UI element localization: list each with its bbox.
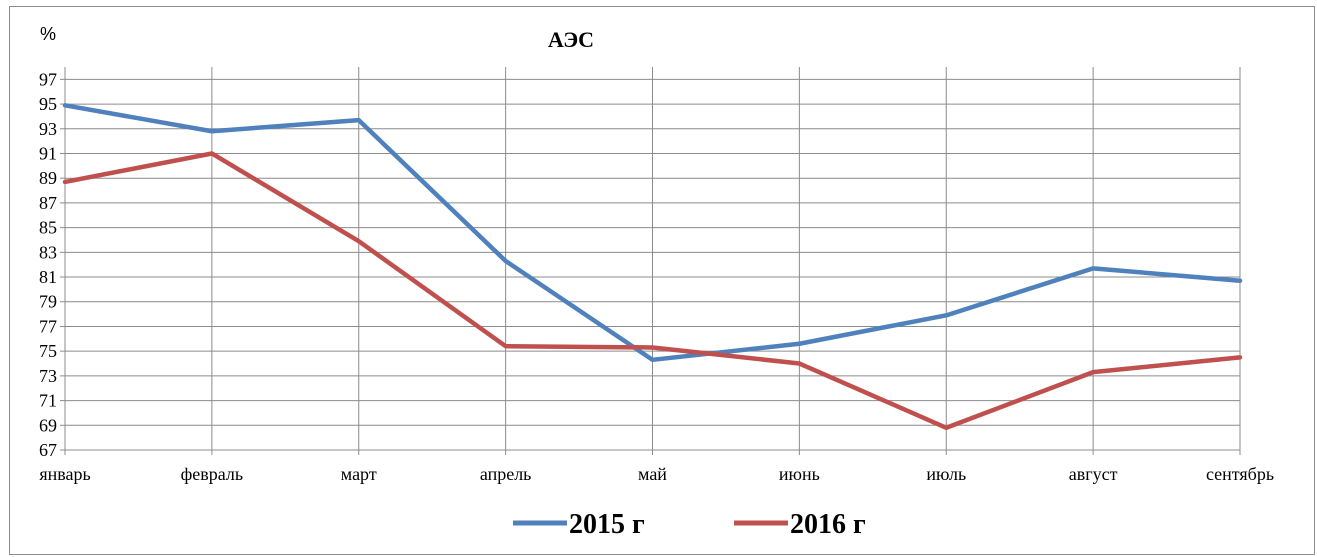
y-tick-label: 91 [39,143,57,163]
x-category-label: апрель [480,464,532,484]
series-line-2 [62,151,1243,431]
legend-label-1: 2015 г [569,509,645,540]
x-category-label: сентябрь [1206,464,1274,484]
x-category-label: август [1069,464,1118,484]
y-axis-ticks: 67 69 71 73 75 77 79 81 83 85 87 89 91 93 95 97 [39,69,57,460]
y-tick-label: 71 [39,391,57,411]
y-tick-label: 95 [39,94,57,114]
x-axis-categories: январь февраль март апрель май июнь июль август… [39,464,1274,484]
x-category-label: июнь [779,464,820,484]
y-tick-label: 79 [39,292,57,312]
y-tick-label: 81 [39,267,57,287]
x-category-label: февраль [181,464,244,484]
legend-label-2: 2016 г [790,509,866,540]
series-line-1 [62,103,1243,363]
y-tick-label: 77 [39,316,57,336]
chart-axes [60,67,1241,455]
y-tick-label: 85 [39,218,57,238]
y-tick-label: 97 [39,69,57,89]
chart-grid [65,67,1241,451]
y-tick-label: 83 [39,242,57,262]
y-tick-label: 93 [39,119,57,139]
y-tick-label: 89 [39,168,57,188]
chart-series [62,103,1243,431]
y-tick-label: 67 [39,440,57,460]
x-category-label: январь [39,464,90,484]
chart-title: АЭС [548,27,594,52]
x-category-label: март [341,464,377,484]
x-category-label: май [638,464,667,484]
y-tick-label: 75 [39,341,57,361]
y-tick-label: 69 [39,415,57,435]
chart-frame [9,6,1315,555]
y-axis-unit-label: % [40,24,56,44]
y-tick-label: 73 [39,366,57,386]
y-tick-label: 87 [39,193,57,213]
x-category-label: июль [926,464,966,484]
chart-legend: 2015 г 2016 г [513,509,866,540]
